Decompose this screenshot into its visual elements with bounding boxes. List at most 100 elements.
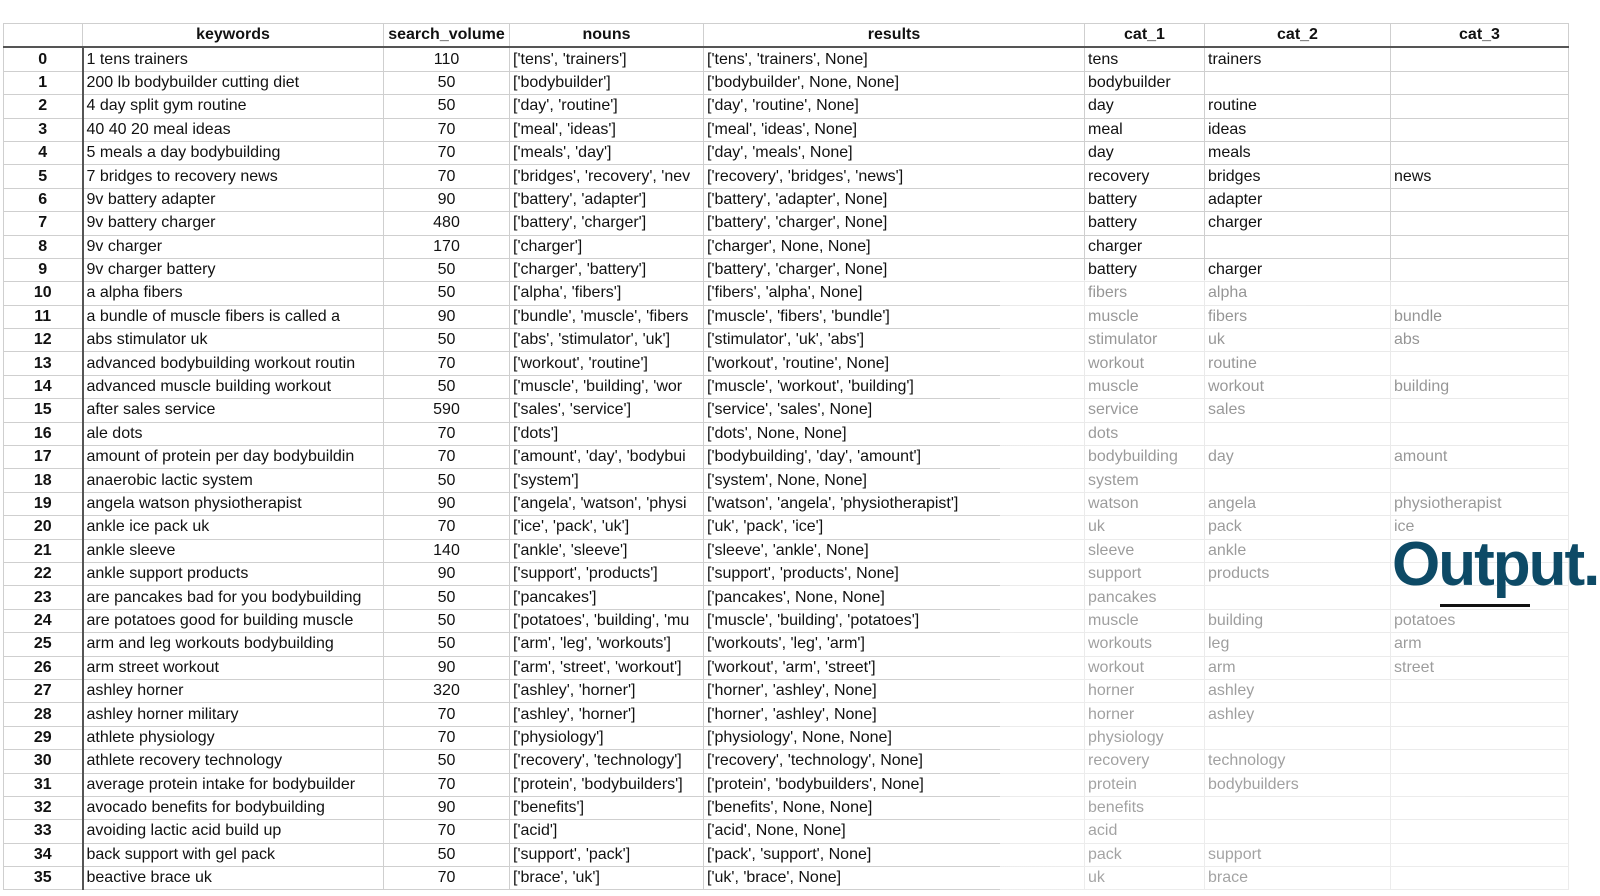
cell-search-volume[interactable]: 70 [383,725,510,751]
cell-cat-2[interactable] [1204,725,1391,751]
cell-search-volume[interactable]: 90 [383,561,510,587]
cell-search-volume[interactable]: 590 [383,398,510,423]
cell-index[interactable]: 10 [3,281,84,306]
cell-nouns[interactable]: ['amount', 'day', 'bodybui [509,445,704,470]
cell-keywords[interactable]: 7 bridges to recovery news [82,164,384,189]
cell-cat-2[interactable]: leg [1204,632,1391,657]
cell-index[interactable]: 31 [3,772,84,797]
cell-nouns[interactable]: ['abs', 'stimulator', 'uk'] [509,328,704,353]
cell-results[interactable]: ['battery', 'charger', None] [703,211,1085,236]
cell-results[interactable]: ['workout', 'routine', None] [703,351,1085,376]
cell-cat-1[interactable]: workouts [1084,632,1205,657]
cell-keywords[interactable]: avocado benefits for bodybuilding [82,795,384,821]
cell-cat-3[interactable] [1390,257,1569,283]
cell-cat-2[interactable]: technology [1204,749,1391,774]
cell-cat-2[interactable]: brace [1204,866,1391,891]
cell-cat-3[interactable]: abs [1390,328,1569,353]
cell-keywords[interactable]: athlete recovery technology [82,749,384,774]
cell-cat-3[interactable] [1390,842,1569,868]
cell-cat-3[interactable] [1390,398,1569,423]
cell-cat-2[interactable]: bridges [1204,164,1391,189]
cell-results[interactable]: ['recovery', 'technology', None] [703,749,1085,774]
cell-results[interactable]: ['fibers', 'alpha', None] [703,281,1085,306]
cell-index[interactable]: 34 [3,842,84,868]
cell-index[interactable]: 35 [3,866,84,891]
cell-search-volume[interactable]: 50 [383,749,510,774]
cell-index[interactable]: 18 [3,468,84,493]
cell-cat-2[interactable]: arm [1204,655,1391,680]
column-header-cat-3[interactable]: cat_3 [1390,23,1569,49]
cell-cat-3[interactable] [1390,94,1569,119]
cell-cat-3[interactable]: bundle [1390,304,1569,330]
cell-nouns[interactable]: ['ashley', 'horner'] [509,702,704,727]
cell-search-volume[interactable]: 50 [383,585,510,610]
cell-cat-1[interactable]: horner [1084,702,1205,727]
cell-keywords[interactable]: 200 lb bodybuilder cutting diet [82,70,384,96]
cell-nouns[interactable]: ['support', 'pack'] [509,842,704,868]
cell-results[interactable]: ['system', None, None] [703,468,1085,493]
cell-cat-2[interactable]: bodybuilders [1204,772,1391,797]
cell-cat-1[interactable]: fibers [1084,281,1205,306]
cell-results[interactable]: ['meal', 'ideas', None] [703,117,1085,142]
cell-results[interactable]: ['horner', 'ashley', None] [703,702,1085,727]
cell-cat-2[interactable]: angela [1204,491,1391,517]
cell-keywords[interactable]: ashley horner [82,678,384,704]
cell-search-volume[interactable]: 70 [383,515,510,540]
cell-cat-3[interactable] [1390,866,1569,891]
cell-nouns[interactable]: ['sales', 'service'] [509,398,704,423]
cell-results[interactable]: ['muscle', 'workout', 'building'] [703,374,1085,400]
cell-cat-3[interactable]: arm [1390,632,1569,657]
cell-cat-3[interactable]: news [1390,164,1569,189]
cell-keywords[interactable]: are pancakes bad for you bodybuilding [82,585,384,610]
cell-cat-2[interactable]: routine [1204,94,1391,119]
cell-results[interactable]: ['acid', None, None] [703,819,1085,844]
cell-search-volume[interactable]: 50 [383,257,510,283]
cell-cat-1[interactable]: support [1084,561,1205,587]
cell-keywords[interactable]: back support with gel pack [82,842,384,868]
cell-nouns[interactable]: ['potatoes', 'building', 'mu [509,608,704,634]
cell-nouns[interactable]: ['ice', 'pack', 'uk'] [509,515,704,540]
cell-cat-2[interactable]: pack [1204,515,1391,540]
cell-index[interactable]: 9 [3,257,84,283]
cell-cat-2[interactable] [1204,234,1391,259]
cell-search-volume[interactable]: 50 [383,70,510,96]
cell-cat-1[interactable]: workout [1084,351,1205,376]
cell-keywords[interactable]: advanced muscle building workout [82,374,384,400]
cell-results[interactable]: ['battery', 'adapter', None] [703,187,1085,213]
cell-nouns[interactable]: ['protein', 'bodybuilders'] [509,772,704,797]
cell-keywords[interactable]: avoiding lactic acid build up [82,819,384,844]
cell-nouns[interactable]: ['support', 'products'] [509,561,704,587]
cell-keywords[interactable]: are potatoes good for building muscle [82,608,384,634]
cell-nouns[interactable]: ['dots'] [509,421,704,447]
cell-cat-1[interactable]: charger [1084,234,1205,259]
cell-index[interactable]: 2 [3,94,84,119]
cell-nouns[interactable]: ['day', 'routine'] [509,94,704,119]
cell-index[interactable]: 12 [3,328,84,353]
cell-cat-3[interactable] [1390,772,1569,797]
cell-nouns[interactable]: ['meals', 'day'] [509,140,704,166]
cell-cat-2[interactable]: trainers [1204,46,1391,72]
cell-index[interactable]: 26 [3,655,84,680]
cell-nouns[interactable]: ['physiology'] [509,725,704,751]
cell-search-volume[interactable]: 70 [383,866,510,891]
cell-results[interactable]: ['benefits', None, None] [703,795,1085,821]
cell-cat-2[interactable]: products [1204,561,1391,587]
cell-nouns[interactable]: ['bundle', 'muscle', 'fibers [509,304,704,330]
cell-index[interactable]: 14 [3,374,84,400]
cell-cat-2[interactable]: building [1204,608,1391,634]
cell-cat-3[interactable] [1390,468,1569,493]
cell-results[interactable]: ['recovery', 'bridges', 'news'] [703,164,1085,189]
cell-index[interactable]: 25 [3,632,84,657]
cell-results[interactable]: ['horner', 'ashley', None] [703,678,1085,704]
cell-nouns[interactable]: ['battery', 'adapter'] [509,187,704,213]
cell-cat-3[interactable] [1390,725,1569,751]
cell-cat-1[interactable]: muscle [1084,374,1205,400]
cell-cat-1[interactable]: stimulator [1084,328,1205,353]
cell-keywords[interactable]: ashley horner military [82,702,384,727]
cell-index[interactable]: 29 [3,725,84,751]
cell-keywords[interactable]: a bundle of muscle fibers is called a [82,304,384,330]
cell-search-volume[interactable]: 70 [383,421,510,447]
cell-cat-3[interactable]: amount [1390,445,1569,470]
cell-cat-3[interactable] [1390,211,1569,236]
cell-cat-2[interactable]: charger [1204,211,1391,236]
